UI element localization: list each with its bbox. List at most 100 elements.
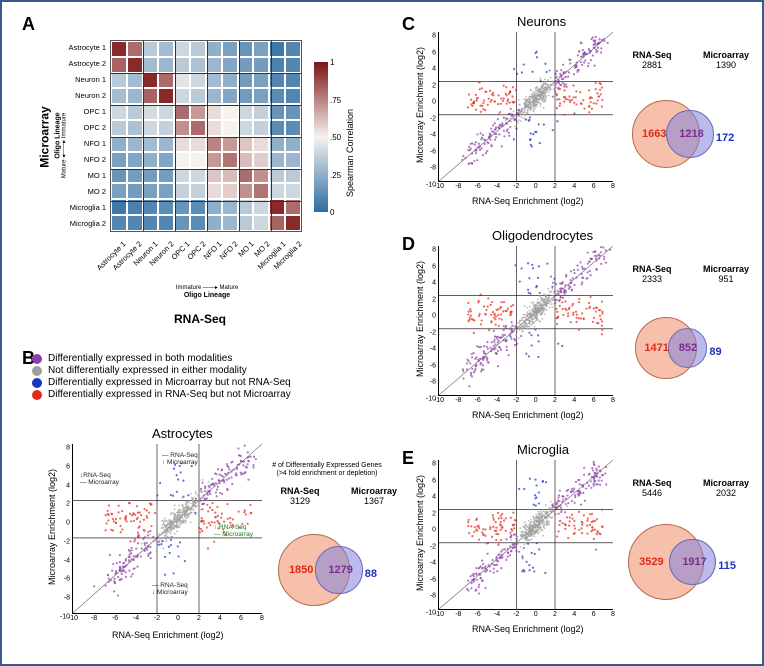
- panel-a-heatmap: Microarray RNA-Seq Astrocyte 1Astrocyte …: [32, 22, 372, 332]
- xtick: 0: [534, 183, 538, 190]
- ytick: -6: [64, 576, 70, 583]
- venn-count-rna-only: 1471: [644, 342, 668, 354]
- heatmap-cell: [238, 88, 254, 104]
- xtick: 4: [218, 615, 222, 622]
- colorbar-tick: .25: [330, 171, 341, 180]
- heatmap-cell: [174, 73, 190, 89]
- heatmap-cell: [158, 120, 174, 136]
- heatmap-cell: [285, 152, 301, 168]
- xtick: 2: [553, 611, 557, 618]
- heatmap-grid: [110, 40, 302, 232]
- xtick: -4: [494, 183, 500, 190]
- venn-count-both: 1279: [328, 564, 352, 576]
- heatmap-cell: [206, 152, 222, 168]
- venn-d: RNA-Seq2333Microarray951147185289: [628, 272, 758, 402]
- ytick: 6: [66, 463, 70, 470]
- venn-count-micro-only: 172: [716, 132, 734, 144]
- legend-item: Differentially expressed in RNA-Seq but …: [32, 389, 382, 400]
- heatmap-cell: [222, 120, 238, 136]
- xlabel-e: RNA-Seq Enrichment (log2): [472, 624, 584, 634]
- heatmap-cell: [206, 120, 222, 136]
- heatmap-cell: [127, 168, 143, 184]
- venn-count-micro-only: 115: [718, 560, 736, 572]
- heatmap-cell: [158, 57, 174, 73]
- ytick: -6: [430, 576, 436, 583]
- venn-c: RNA-Seq2881Microarray139016631218172: [628, 58, 758, 188]
- xtick: -8: [455, 397, 461, 404]
- heatmap-cell: [174, 168, 190, 184]
- ytick: 4: [432, 494, 436, 501]
- legend-text: Differentially expressed in Microarray b…: [48, 377, 291, 388]
- legend-item: Differentially expressed in Microarray b…: [32, 377, 382, 388]
- ylabel-d: Microarray Enrichment (log2): [415, 261, 425, 377]
- heatmap-row-label: Neuron 1: [30, 76, 106, 84]
- xtick: 8: [260, 615, 264, 622]
- venn-b: RNA-Seq3129Microarray13671850127988: [276, 494, 406, 624]
- heatmap-cell: [238, 136, 254, 152]
- venn-header-microarray: Microarray1367: [342, 486, 406, 507]
- oligo-lineage-x-sub: Immature ——▸ Mature: [162, 284, 252, 291]
- quad-note-bl: — RNA-Seq ↓ Microarray: [152, 582, 188, 596]
- heatmap-cell: [143, 73, 159, 89]
- ytick: 6: [432, 49, 436, 56]
- ytick: -4: [430, 132, 436, 139]
- heatmap-cell: [190, 73, 206, 89]
- heatmap-cell: [285, 183, 301, 199]
- legend-text: Differentially expressed in RNA-Seq but …: [48, 389, 291, 400]
- ytick: 4: [432, 66, 436, 73]
- heatmap-cell: [174, 136, 190, 152]
- colorbar-tick: .50: [330, 133, 341, 142]
- heatmap-cell: [111, 168, 127, 184]
- xtick: -2: [154, 615, 160, 622]
- heatmap-cell: [253, 152, 269, 168]
- scatter-svg: [439, 246, 613, 395]
- xtick: 4: [572, 611, 576, 618]
- heatmap-cell: [206, 168, 222, 184]
- heatmap-cell: [127, 104, 143, 120]
- plot-area-c: -10-8-6-4-202468-10-8-6-4-202468: [438, 32, 613, 182]
- xtick: 8: [611, 397, 615, 404]
- xlabel-b: RNA-Seq Enrichment (log2): [112, 630, 224, 640]
- heatmap-cell: [127, 183, 143, 199]
- heatmap-cell: [238, 41, 254, 57]
- ytick: -6: [430, 148, 436, 155]
- heatmap-cell: [190, 104, 206, 120]
- xtick: -6: [475, 183, 481, 190]
- colorbar: 0.25.50.751: [314, 62, 328, 212]
- heatmap-cell: [253, 183, 269, 199]
- heatmap-cell: [127, 152, 143, 168]
- heatmap-row-label: Microglia 2: [30, 220, 106, 228]
- heatmap-cell: [238, 57, 254, 73]
- ytick: 0: [432, 99, 436, 106]
- ytick: -6: [430, 362, 436, 369]
- heatmap-cell: [143, 57, 159, 73]
- xtick: -6: [475, 611, 481, 618]
- venn-e: RNA-Seq5446Microarray203235291917115: [628, 486, 758, 616]
- ytick: 8: [432, 461, 436, 468]
- heatmap-cell: [111, 136, 127, 152]
- heatmap-cell: [127, 88, 143, 104]
- heatmap-cell: [238, 120, 254, 136]
- heatmap-cell: [253, 73, 269, 89]
- venn-count-rna-only: 3529: [639, 556, 663, 568]
- heatmap-row-label: OPC 2: [30, 124, 106, 132]
- heatmap-cell: [253, 57, 269, 73]
- heatmap-cell: [127, 120, 143, 136]
- legend-marker: [32, 366, 42, 376]
- heatmap-cell: [158, 215, 174, 231]
- colorbar-tick: .75: [330, 96, 341, 105]
- ytick: 2: [432, 82, 436, 89]
- heatmap-cell: [143, 120, 159, 136]
- ytick: 0: [66, 520, 70, 527]
- ytick: -10: [60, 614, 70, 621]
- ytick: 4: [432, 280, 436, 287]
- heatmap-cell: [111, 73, 127, 89]
- heatmap-cell: [127, 136, 143, 152]
- colorbar-tick: 1: [330, 58, 334, 67]
- heatmap-cell: [206, 215, 222, 231]
- ytick: -4: [64, 557, 70, 564]
- legend-text: Differentially expressed in both modalit…: [48, 353, 232, 364]
- plot-area-d: -10-8-6-4-202468-10-8-6-4-202468: [438, 246, 613, 396]
- scatter-title-d: Oligodendrocytes: [492, 228, 593, 243]
- ytick: 0: [432, 527, 436, 534]
